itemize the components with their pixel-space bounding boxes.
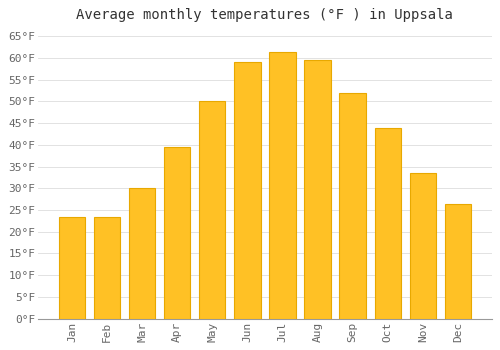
Bar [199,102,226,318]
Bar [58,217,85,318]
Bar [340,93,366,318]
Bar [304,60,330,318]
Bar [270,51,295,318]
Bar [374,127,401,318]
Bar [234,62,260,318]
Title: Average monthly temperatures (°F ) in Uppsala: Average monthly temperatures (°F ) in Up… [76,8,454,22]
Bar [410,173,436,318]
Bar [164,147,190,318]
Bar [94,217,120,318]
Bar [444,204,471,318]
Bar [129,188,155,318]
